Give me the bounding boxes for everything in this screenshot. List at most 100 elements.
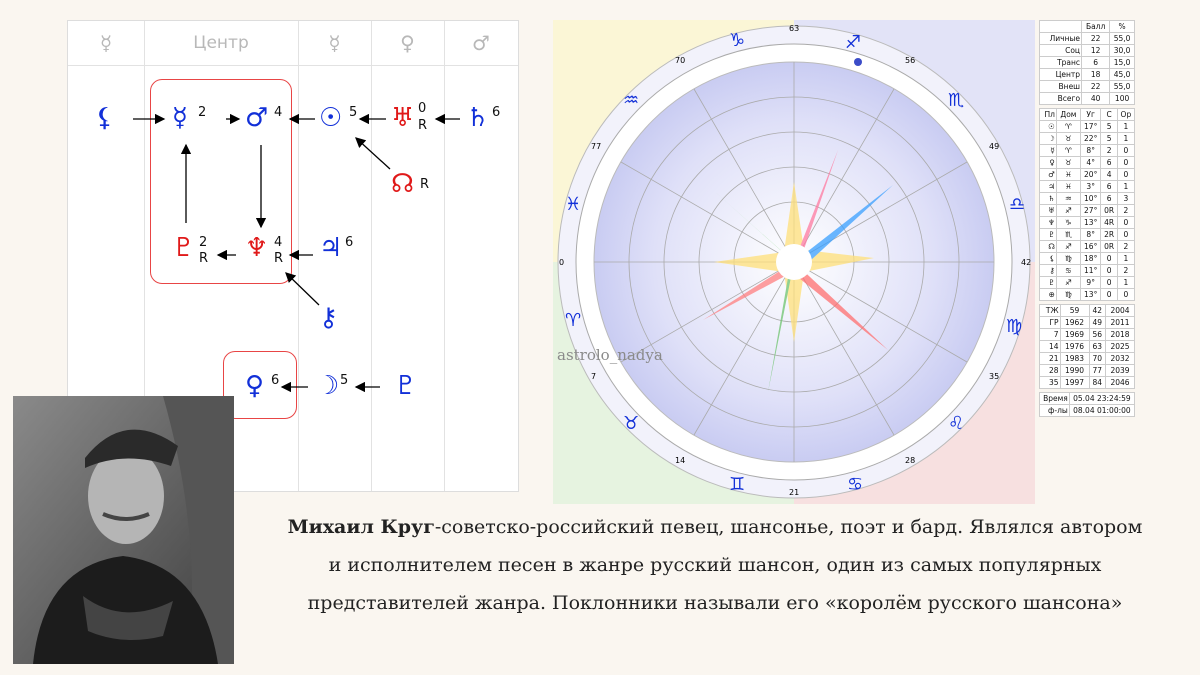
mercury-node: ☿ (172, 103, 188, 133)
sun-score: 5 (349, 105, 358, 120)
moon-score: 5 (340, 373, 349, 388)
planet-row-cell: 5 (1100, 132, 1118, 145)
planet-row-cell: 1 (1116, 180, 1136, 193)
degree-label: 21 (789, 488, 800, 497)
column-divider (298, 65, 299, 491)
planet-row-cell: 0 (1100, 264, 1118, 277)
sign-icon: ♒ (623, 90, 640, 111)
planet-row-cell: С (1100, 108, 1118, 121)
time-row: Время 05.04 23:24:59 (1039, 392, 1136, 405)
planet-row: ♀ ♉ 4° 6 0 (1039, 156, 1136, 169)
cycle-row-cell: 1990 (1059, 364, 1090, 377)
planet-row-cell: ♈ (1055, 120, 1081, 133)
sign-icon: ♈ (565, 310, 582, 331)
planet-row: ♇ ♐ 9° 0 1 (1039, 276, 1136, 289)
planet-row-cell: ☿ (1039, 144, 1057, 157)
mercury-score: 2 (198, 105, 207, 120)
saturn-score: 6 (492, 105, 501, 120)
uranus-retro: R (418, 118, 428, 133)
cycle-row-cell: 14 (1039, 340, 1061, 353)
header-center: Центр (144, 21, 299, 65)
planet-row-cell: 0 (1100, 276, 1118, 289)
planet-row: ☉ ♈ 17° 5 1 (1039, 120, 1136, 133)
jupiter-node: ♃ (319, 233, 343, 263)
degree-label: 7 (591, 372, 597, 381)
bio-name: Михаил Круг (287, 516, 435, 538)
cycle-row-cell: ТЖ (1039, 304, 1061, 317)
planet-row-cell: 0 (1116, 216, 1136, 229)
planet-row-cell: ☽ (1039, 132, 1057, 145)
planet-row-cell: 6 (1100, 192, 1118, 205)
planet-row-cell: ♅ (1039, 204, 1057, 217)
time-row-cell: Время (1039, 392, 1070, 405)
score-row-cell: Всего (1038, 92, 1083, 105)
score-row-cell: 12 (1081, 44, 1111, 57)
planet-row-cell: ♐ (1055, 240, 1081, 253)
portrait-photo (13, 396, 234, 664)
planet-row-cell: ♉ (1055, 132, 1081, 145)
planet-row-cell: 2 (1100, 144, 1118, 157)
planet-row-cell: 16° (1079, 240, 1102, 253)
planet-row-cell: 5 (1100, 120, 1118, 133)
score-row-cell: Транс (1038, 56, 1083, 69)
planet-row: ⊕ ♍ 13° 0 0 (1039, 288, 1136, 301)
planet-row-cell: 2 (1116, 240, 1136, 253)
pluto-node: ♇ (172, 233, 196, 263)
score-row: Транс 6 15,0 (1038, 56, 1135, 69)
cycle-row-cell: 2004 (1104, 304, 1136, 317)
planet-row: ☊ ♐ 16° 0R 2 (1039, 240, 1136, 253)
cycle-row: 28 1990 77 2039 (1039, 364, 1136, 377)
sign-icon: ♍ (1006, 316, 1023, 337)
planet-row-cell: ♍ (1055, 252, 1081, 265)
planet-row-cell: 20° (1079, 168, 1102, 181)
score-row: Личные 22 55,0 (1038, 32, 1135, 45)
planet-row-cell: ♑ (1055, 216, 1081, 229)
planet-row-cell: 4° (1079, 156, 1102, 169)
planet-row-cell: ♓ (1055, 168, 1081, 181)
score-row-cell: Личные (1038, 32, 1083, 45)
planet-row-cell: 0 (1100, 252, 1118, 265)
cycle-row-cell: 42 (1088, 304, 1106, 317)
degree-label: 63 (789, 24, 800, 33)
degree-label: 0 (559, 258, 565, 267)
score-row-cell: % (1109, 20, 1135, 33)
time-row-cell: 05.04 23:24:59 (1068, 392, 1136, 405)
cycle-row-cell: 1962 (1059, 316, 1090, 329)
planet-row-cell: 3° (1079, 180, 1102, 193)
planet-row-cell: ♐ (1055, 204, 1081, 217)
planet-row-cell: ☊ (1039, 240, 1057, 253)
planet-row-cell: Ор (1116, 108, 1136, 121)
planet-row-cell: 22° (1079, 132, 1102, 145)
sign-icon: ♑ (729, 30, 746, 51)
planet-row-cell: 2 (1116, 204, 1136, 217)
header-mercury: ☿ (68, 21, 145, 65)
sign-icon: ♋ (847, 474, 864, 495)
planet-row-cell: 11° (1079, 264, 1102, 277)
time-row-cell: ф-лы (1039, 404, 1070, 417)
planet-row-cell: 9° (1079, 276, 1102, 289)
node-node: ☊ (391, 169, 415, 199)
degree-label: 42 (1021, 258, 1032, 267)
planet-row-cell: 10° (1079, 192, 1102, 205)
degree-label: 49 (989, 142, 1000, 151)
planet-row-cell: Дом (1055, 108, 1081, 121)
score-row-cell: Центр (1038, 68, 1083, 81)
venus-node: ♀ (245, 371, 265, 401)
sign-icon: ♏ (948, 90, 965, 111)
bio-body: -советско-российский певец, шансонье, по… (307, 516, 1143, 614)
planet-row-cell: ♋ (1055, 264, 1081, 277)
planet-row-cell: 0 (1116, 156, 1136, 169)
planet-row-cell: 4 (1100, 168, 1118, 181)
planet-row: ♂ ♓ 20° 4 0 (1039, 168, 1136, 181)
score-row: Всего 40 100 (1038, 92, 1135, 105)
neptune-score: 4 (274, 235, 283, 250)
cycle-row: 21 1983 70 2032 (1039, 352, 1136, 365)
planet-row-cell: 4R (1100, 216, 1118, 229)
planet-row-cell: ♉ (1055, 156, 1081, 169)
planet-row-cell: 0R (1100, 204, 1118, 217)
cycle-row: 35 1997 84 2046 (1039, 376, 1136, 389)
planet-row: ☿ ♈ 8° 2 0 (1039, 144, 1136, 157)
planet-row-cell: ⚸ (1039, 252, 1057, 265)
column-divider (444, 65, 445, 491)
score-row-cell: 100 (1109, 92, 1135, 105)
